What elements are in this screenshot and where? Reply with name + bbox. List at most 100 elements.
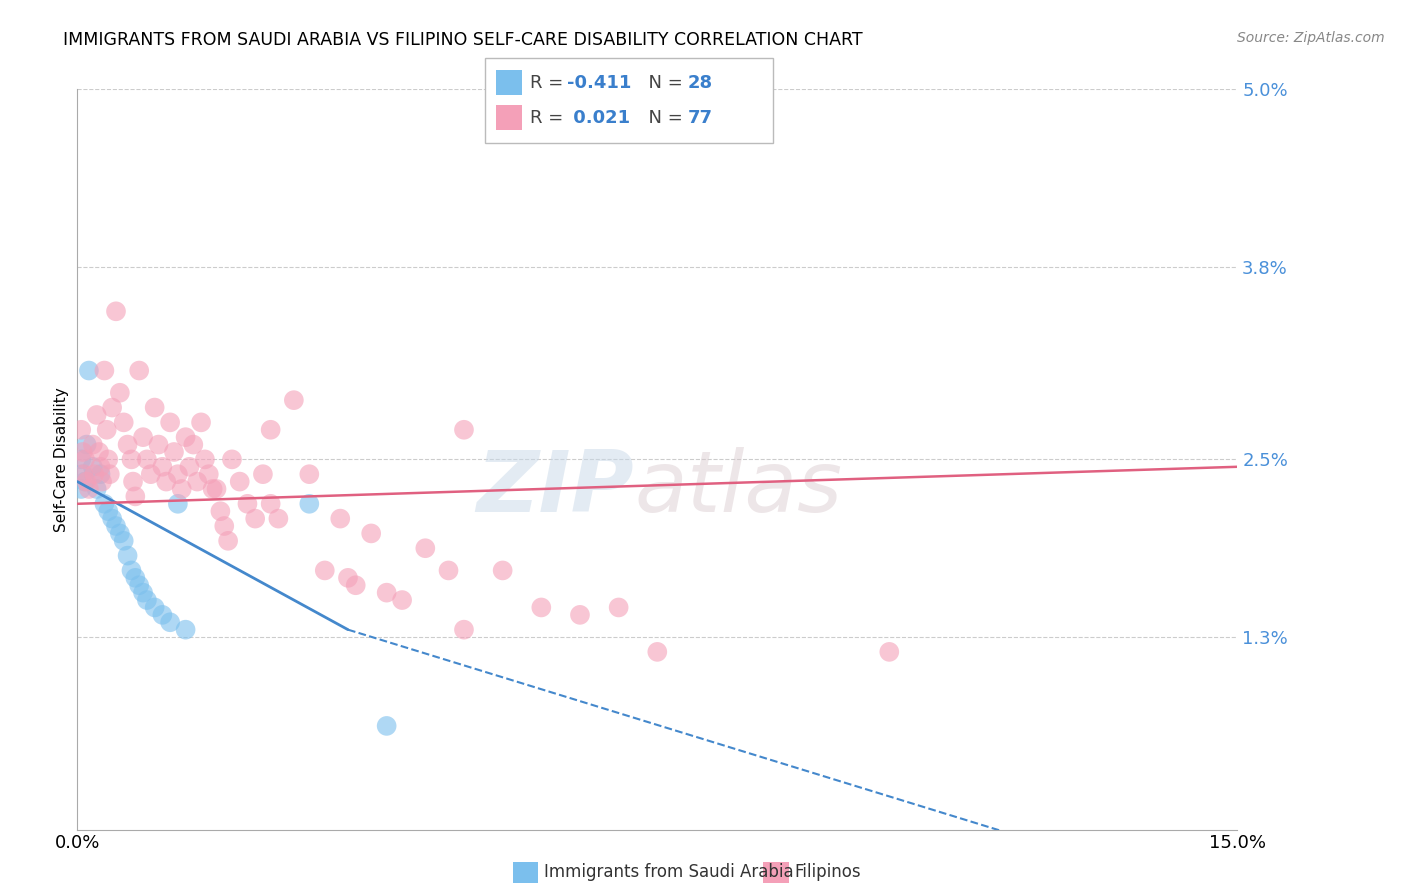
- Point: [105, 519, 127, 533]
- Point: [329, 511, 352, 525]
- Point: [214, 519, 236, 533]
- Point: [344, 578, 367, 592]
- Point: [163, 445, 186, 459]
- Point: [375, 719, 398, 733]
- Text: ZIP: ZIP: [477, 448, 634, 531]
- Point: [97, 504, 120, 518]
- Text: R =: R =: [530, 74, 569, 92]
- Point: [124, 489, 146, 503]
- Point: [135, 452, 157, 467]
- Point: [607, 600, 630, 615]
- Point: [124, 571, 146, 585]
- Point: [159, 615, 181, 630]
- Point: [217, 533, 239, 548]
- Point: [143, 401, 166, 415]
- Point: [375, 585, 398, 599]
- Text: IMMIGRANTS FROM SAUDI ARABIA VS FILIPINO SELF-CARE DISABILITY CORRELATION CHART: IMMIGRANTS FROM SAUDI ARABIA VS FILIPINO…: [63, 31, 863, 49]
- Point: [453, 623, 475, 637]
- Point: [87, 445, 110, 459]
- Point: [93, 497, 115, 511]
- Point: [259, 497, 281, 511]
- Point: [314, 564, 336, 578]
- Point: [77, 363, 100, 377]
- Point: [159, 415, 181, 429]
- Point: [112, 415, 135, 429]
- Point: [70, 452, 93, 467]
- Point: [91, 475, 114, 489]
- Point: [568, 607, 592, 622]
- Point: [252, 467, 274, 482]
- Point: [298, 497, 321, 511]
- Point: [77, 482, 100, 496]
- Point: [453, 423, 475, 437]
- Text: Filipinos: Filipinos: [794, 863, 860, 881]
- Point: [72, 445, 94, 459]
- Text: N =: N =: [637, 109, 689, 127]
- Text: 28: 28: [688, 74, 713, 92]
- Text: 77: 77: [688, 109, 713, 127]
- Point: [245, 511, 267, 525]
- Point: [98, 467, 121, 482]
- Point: [228, 475, 252, 489]
- Point: [166, 467, 188, 482]
- Point: [117, 549, 139, 563]
- Point: [190, 415, 212, 429]
- Point: [82, 459, 104, 474]
- Point: [112, 533, 135, 548]
- Point: [336, 571, 359, 585]
- Point: [93, 363, 115, 377]
- Point: [120, 564, 143, 578]
- Point: [170, 482, 193, 496]
- Point: [197, 467, 219, 482]
- Point: [283, 393, 305, 408]
- Point: [205, 482, 228, 496]
- Point: [108, 526, 131, 541]
- Point: [492, 564, 515, 578]
- Text: atlas: atlas: [634, 448, 842, 531]
- Point: [201, 482, 224, 496]
- Text: N =: N =: [637, 74, 689, 92]
- Text: R =: R =: [530, 109, 569, 127]
- Point: [236, 497, 259, 511]
- Point: [101, 401, 124, 415]
- Point: [135, 593, 157, 607]
- Point: [83, 467, 105, 482]
- Point: [143, 600, 166, 615]
- Point: [75, 452, 96, 467]
- Point: [72, 467, 94, 482]
- Point: [76, 437, 98, 451]
- Point: [174, 623, 197, 637]
- Text: 0.021: 0.021: [567, 109, 630, 127]
- Point: [298, 467, 321, 482]
- Point: [437, 564, 460, 578]
- Point: [96, 423, 118, 437]
- Point: [183, 437, 205, 451]
- Point: [413, 541, 436, 556]
- Y-axis label: Self-Care Disability: Self-Care Disability: [53, 387, 69, 532]
- Point: [391, 593, 413, 607]
- Point: [530, 600, 553, 615]
- Point: [128, 578, 150, 592]
- Point: [267, 511, 290, 525]
- Point: [70, 482, 93, 496]
- Point: [90, 467, 111, 482]
- Point: [194, 452, 217, 467]
- Point: [209, 504, 232, 518]
- Point: [70, 423, 93, 437]
- Point: [166, 497, 188, 511]
- Point: [155, 475, 177, 489]
- Point: [82, 437, 104, 451]
- Point: [101, 511, 124, 525]
- Point: [120, 452, 143, 467]
- Point: [122, 475, 145, 489]
- Point: [174, 430, 197, 444]
- Point: [360, 526, 382, 541]
- Point: [97, 452, 120, 467]
- Point: [76, 475, 98, 489]
- Point: [90, 459, 111, 474]
- Point: [128, 363, 150, 377]
- Point: [179, 459, 201, 474]
- Point: [877, 645, 901, 659]
- Point: [108, 385, 131, 400]
- Point: [152, 459, 174, 474]
